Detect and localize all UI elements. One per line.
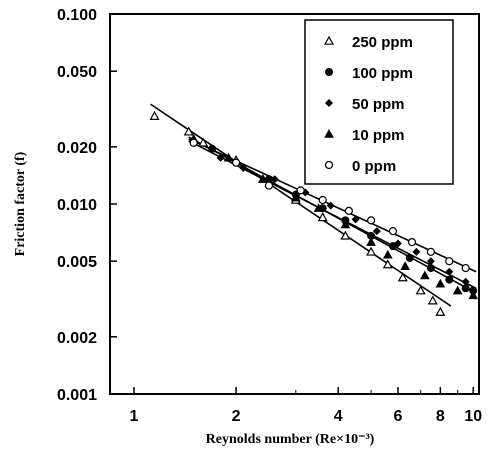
data-point [388, 227, 398, 236]
data-point [344, 206, 353, 215]
legend-box [304, 19, 454, 185]
x-tick-labels: 1 2 4 6 8 10 [129, 408, 482, 425]
data-point [393, 239, 402, 248]
data-point [415, 285, 426, 295]
legend-label: 250 ppm [352, 34, 413, 51]
legend-items: 250 ppm 100 ppm 50 ppm 10 ppm 0 ppm [323, 34, 413, 175]
data-point [426, 257, 435, 266]
data-point [407, 238, 417, 247]
data-point [382, 249, 393, 259]
x-tick-label: 10 [464, 408, 482, 425]
data-point [270, 175, 279, 184]
y-tick-label: 0.010 [57, 197, 97, 214]
x-tick-label: 1 [129, 408, 138, 425]
data-point [340, 230, 351, 240]
legend-label: 0 ppm [352, 158, 396, 175]
data-point [239, 163, 248, 172]
x-tick-label: 2 [232, 408, 241, 425]
y-tick-label: 0.050 [57, 64, 97, 81]
data-point [313, 203, 324, 212]
data-point [400, 261, 410, 271]
y-tick-label: 0.002 [57, 330, 97, 347]
data-point [231, 158, 241, 167]
data-point [366, 246, 377, 256]
data-point [296, 186, 305, 195]
axis-ticks [110, 13, 474, 395]
data-point [366, 216, 376, 225]
y-tick-label: 0.100 [57, 7, 97, 24]
data-point [382, 259, 393, 269]
data-point [461, 263, 470, 273]
data-point [419, 270, 430, 280]
data-point [435, 306, 446, 316]
legend-label: 50 ppm [352, 96, 405, 113]
x-axis-title: Reynolds number (Re×10⁻³) [206, 432, 375, 447]
legend-marker [323, 35, 335, 45]
data-point [452, 285, 463, 295]
legend-label: 100 ppm [352, 65, 413, 82]
data-point [426, 264, 435, 273]
data-markers [149, 110, 479, 316]
fit-line [150, 103, 452, 307]
y-tick-labels: 0.001 0.002 0.005 0.010 0.020 0.050 0.100 [57, 7, 97, 404]
data-point [264, 175, 273, 184]
data-point [468, 290, 479, 300]
data-point [367, 231, 376, 240]
data-point [208, 144, 217, 153]
y-axis-title: Friction factor (f) [13, 151, 28, 256]
data-point [412, 247, 421, 256]
data-point [445, 275, 454, 284]
data-point [290, 192, 301, 202]
data-point [366, 237, 376, 246]
data-point [427, 295, 438, 305]
data-point [435, 278, 446, 288]
legend-marker [324, 128, 334, 138]
data-point [189, 138, 198, 147]
data-point [149, 110, 160, 120]
data-point [317, 212, 328, 222]
y-tick-label: 0.020 [57, 140, 97, 157]
data-point [461, 277, 470, 286]
x-tick-label: 6 [394, 408, 403, 425]
data-point [223, 152, 234, 162]
data-point [216, 153, 225, 162]
x-tick-label: 8 [436, 408, 445, 425]
data-point [351, 215, 360, 224]
y-tick-label: 0.001 [57, 387, 97, 404]
legend-marker [325, 68, 333, 76]
data-point [397, 272, 408, 282]
data-point [198, 137, 209, 147]
legend-marker [324, 160, 334, 170]
data-point [461, 284, 470, 293]
data-point [258, 174, 268, 183]
data-point [264, 181, 274, 190]
legend-marker [325, 99, 333, 107]
data-point [340, 219, 351, 229]
x-tick-label: 4 [334, 408, 343, 425]
data-point [326, 201, 335, 210]
legend-label: 10 ppm [352, 127, 405, 144]
data-point [426, 247, 435, 256]
data-point [445, 257, 454, 266]
legend: 250 ppm 100 ppm 50 ppm 10 ppm 0 ppm [304, 19, 454, 185]
y-tick-label: 0.005 [57, 254, 97, 271]
data-point [183, 126, 194, 136]
data-point [445, 267, 454, 276]
data-point [372, 227, 381, 236]
data-point [318, 195, 327, 205]
data-point [405, 253, 414, 262]
